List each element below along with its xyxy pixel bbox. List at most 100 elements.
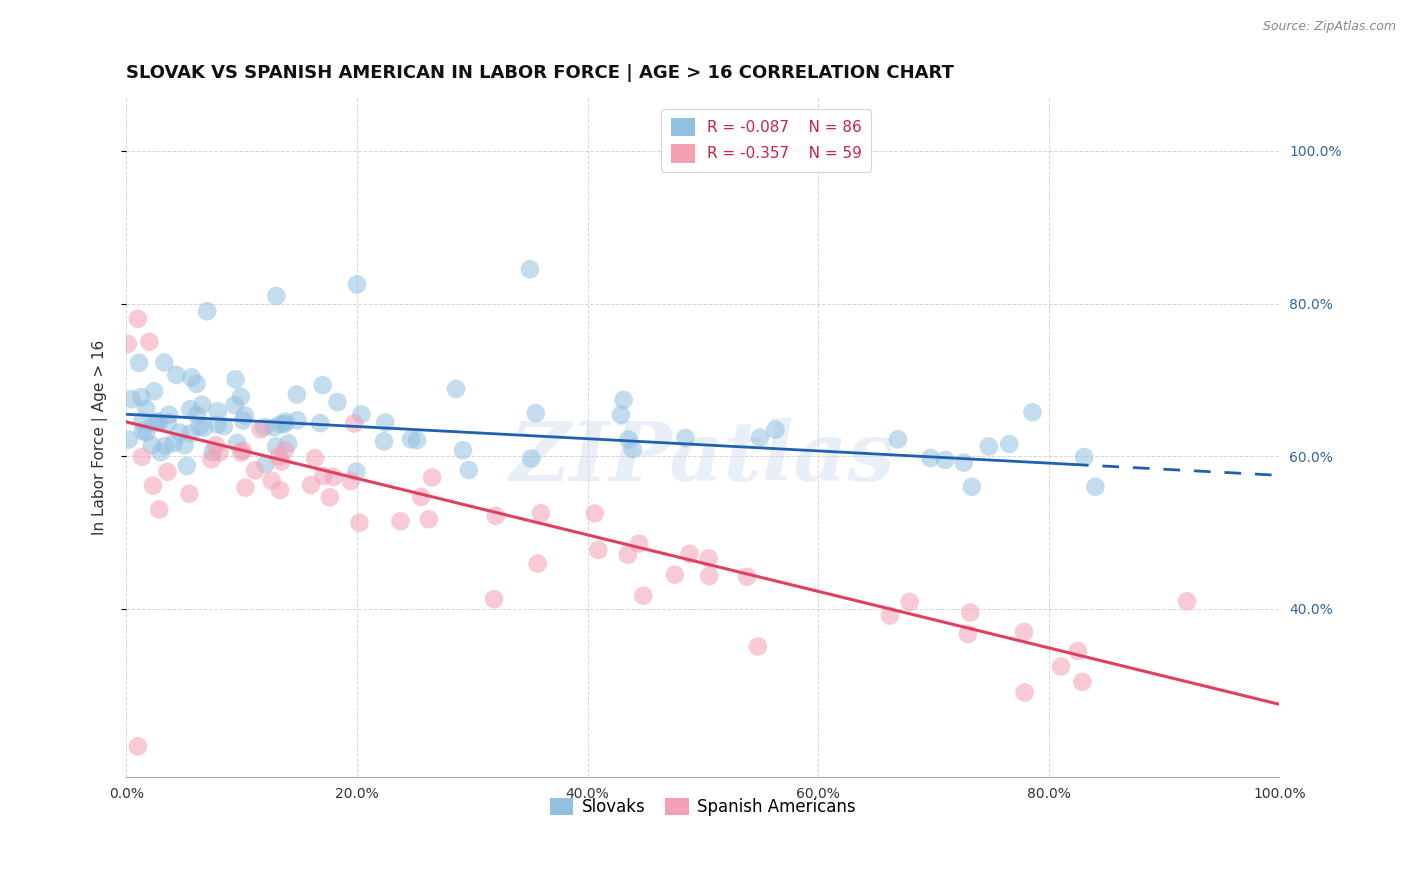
- Text: SLOVAK VS SPANISH AMERICAN IN LABOR FORCE | AGE > 16 CORRELATION CHART: SLOVAK VS SPANISH AMERICAN IN LABOR FORC…: [127, 64, 955, 82]
- Point: [157, 408, 180, 422]
- Point: [207, 417, 229, 432]
- Point: [180, 370, 202, 384]
- Point: [148, 415, 170, 429]
- Point: [311, 378, 333, 392]
- Point: [264, 439, 287, 453]
- Point: [621, 442, 644, 456]
- Point: [156, 416, 179, 430]
- Point: [163, 436, 186, 450]
- Point: [312, 469, 335, 483]
- Text: ZIPatlas: ZIPatlas: [510, 417, 896, 498]
- Point: [156, 465, 179, 479]
- Y-axis label: In Labor Force | Age > 16: In Labor Force | Age > 16: [93, 340, 108, 535]
- Point: [998, 437, 1021, 451]
- Point: [485, 508, 508, 523]
- Point: [343, 417, 366, 431]
- Point: [274, 443, 297, 458]
- Point: [628, 536, 651, 550]
- Point: [519, 262, 541, 277]
- Point: [135, 401, 157, 416]
- Point: [374, 416, 396, 430]
- Point: [165, 368, 187, 382]
- Point: [120, 392, 142, 406]
- Point: [613, 392, 636, 407]
- Point: [299, 478, 322, 492]
- Point: [346, 277, 368, 292]
- Point: [231, 445, 253, 459]
- Point: [232, 413, 254, 427]
- Point: [135, 425, 157, 440]
- Point: [235, 481, 257, 495]
- Point: [1084, 480, 1107, 494]
- Point: [340, 474, 363, 488]
- Text: Source: ZipAtlas.com: Source: ZipAtlas.com: [1263, 20, 1396, 33]
- Point: [131, 414, 153, 428]
- Point: [610, 408, 633, 422]
- Point: [153, 355, 176, 369]
- Point: [1175, 594, 1198, 608]
- Point: [418, 512, 440, 526]
- Point: [617, 548, 640, 562]
- Point: [664, 567, 686, 582]
- Point: [128, 356, 150, 370]
- Point: [898, 595, 921, 609]
- Point: [179, 487, 201, 501]
- Point: [389, 514, 412, 528]
- Point: [224, 372, 246, 386]
- Point: [274, 415, 297, 429]
- Point: [273, 417, 295, 432]
- Point: [319, 490, 342, 504]
- Point: [1050, 659, 1073, 673]
- Point: [186, 408, 208, 422]
- Point: [588, 542, 610, 557]
- Point: [200, 452, 222, 467]
- Point: [344, 465, 367, 479]
- Point: [697, 569, 720, 583]
- Point: [1014, 685, 1036, 699]
- Point: [520, 451, 543, 466]
- Point: [207, 404, 229, 418]
- Point: [1067, 644, 1090, 658]
- Point: [350, 408, 373, 422]
- Point: [673, 431, 696, 445]
- Point: [457, 463, 479, 477]
- Point: [188, 419, 211, 434]
- Point: [117, 337, 139, 351]
- Point: [186, 376, 208, 391]
- Point: [934, 453, 956, 467]
- Point: [482, 592, 505, 607]
- Point: [920, 450, 942, 465]
- Point: [243, 463, 266, 477]
- Point: [148, 414, 170, 428]
- Point: [129, 390, 152, 404]
- Point: [131, 424, 153, 438]
- Point: [233, 409, 256, 423]
- Point: [253, 420, 276, 434]
- Point: [406, 433, 429, 447]
- Point: [451, 443, 474, 458]
- Point: [530, 506, 553, 520]
- Point: [349, 516, 371, 530]
- Point: [524, 406, 547, 420]
- Point: [269, 483, 291, 497]
- Point: [763, 423, 786, 437]
- Point: [633, 589, 655, 603]
- Point: [143, 384, 166, 399]
- Point: [277, 436, 299, 450]
- Point: [148, 502, 170, 516]
- Point: [1012, 624, 1035, 639]
- Point: [180, 426, 202, 441]
- Point: [887, 433, 910, 447]
- Point: [127, 311, 149, 326]
- Point: [977, 440, 1000, 454]
- Point: [226, 436, 249, 450]
- Point: [270, 454, 292, 468]
- Point: [373, 434, 395, 449]
- Point: [678, 547, 700, 561]
- Point: [263, 420, 285, 434]
- Point: [131, 450, 153, 464]
- Point: [127, 739, 149, 754]
- Point: [956, 627, 979, 641]
- Point: [191, 398, 214, 412]
- Point: [143, 416, 166, 430]
